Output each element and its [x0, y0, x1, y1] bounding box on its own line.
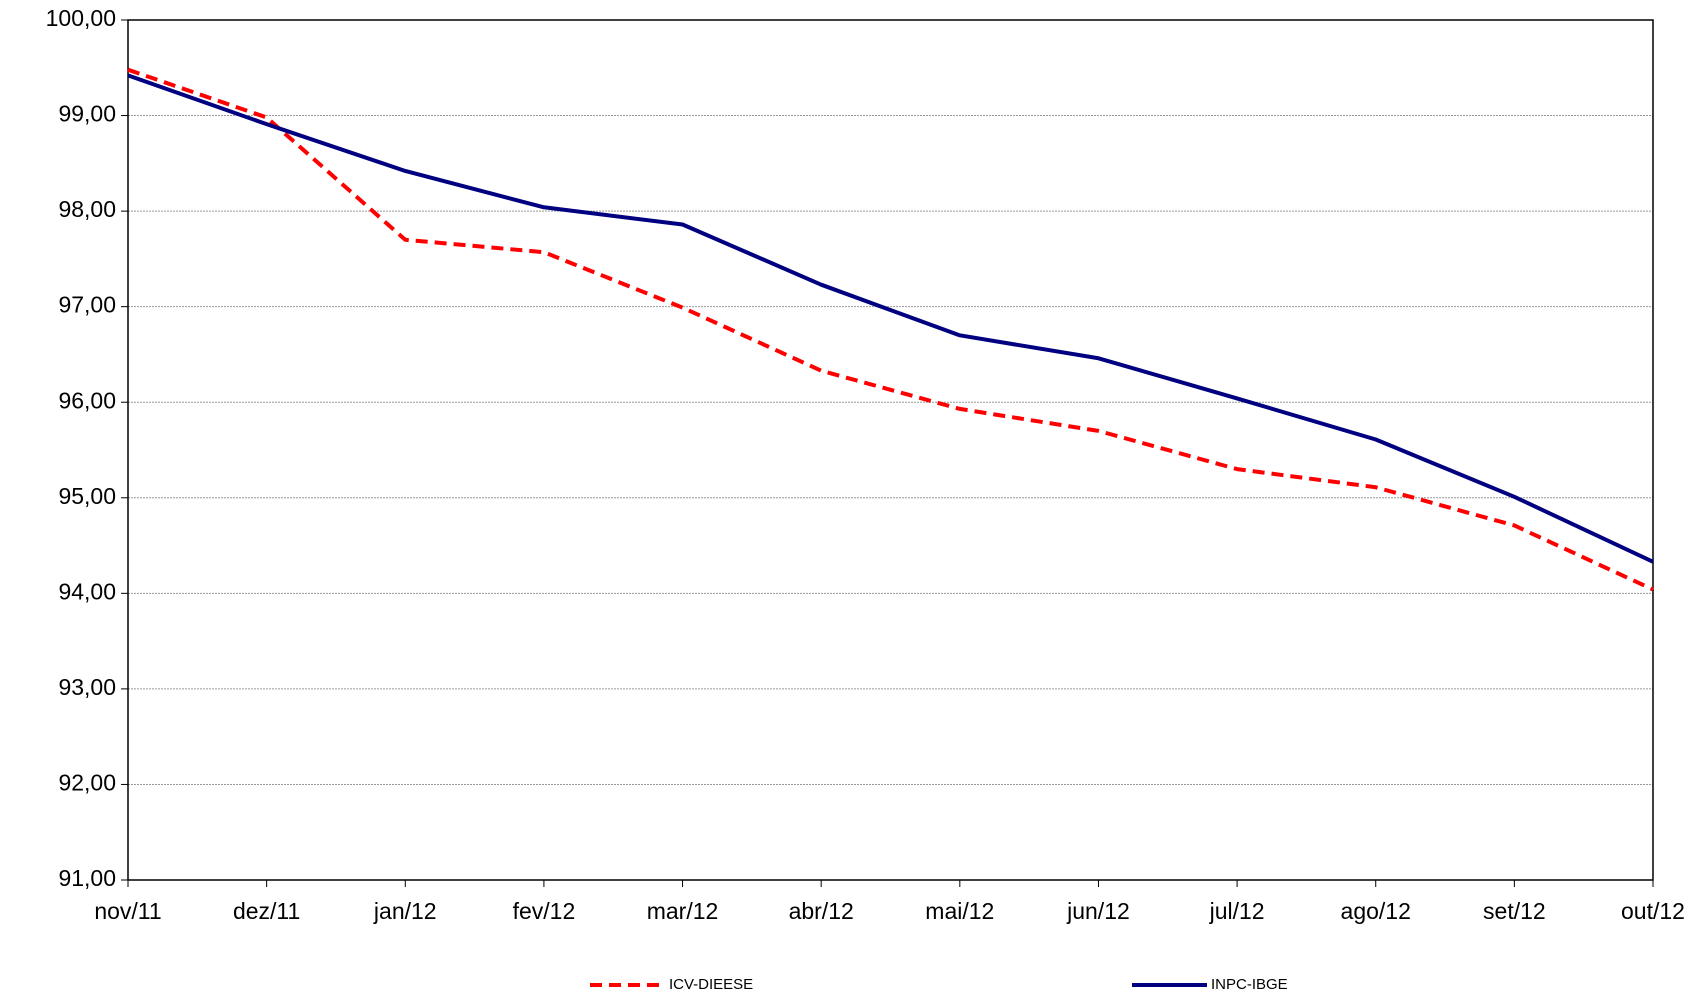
y-tick-label: 100,00 [46, 5, 116, 31]
y-tick-label: 95,00 [58, 483, 116, 509]
y-tick-label: 96,00 [58, 387, 116, 413]
y-tick-label: 94,00 [58, 578, 116, 604]
data-line [127, 73, 1654, 564]
y-tick-label: 97,00 [58, 292, 116, 318]
x-tick-label: out/12 [1621, 898, 1685, 924]
x-tick-label: mar/12 [647, 898, 719, 924]
y-tick-label: 92,00 [58, 770, 116, 796]
x-tick-label: jul/12 [1209, 898, 1265, 924]
x-tick-label: jun/12 [1066, 898, 1130, 924]
x-tick-label: jan/12 [373, 898, 437, 924]
plot-frame [127, 19, 1654, 881]
x-tick-label: set/12 [1483, 898, 1546, 924]
x-tick-label: ago/12 [1341, 898, 1411, 924]
x-tick-label: mai/12 [925, 898, 994, 924]
x-tick-label: fev/12 [513, 898, 576, 924]
y-tick-label: 99,00 [58, 101, 116, 127]
y-tick-label: 93,00 [58, 674, 116, 700]
y-tick-label: 91,00 [58, 865, 116, 891]
y-tick-label: 98,00 [58, 196, 116, 222]
legend-label: INPC-IBGE [1211, 976, 1288, 993]
x-tick-label: dez/11 [233, 898, 300, 924]
x-tick-label: abr/12 [789, 898, 854, 924]
x-tick-label: nov/11 [94, 898, 161, 924]
legend-label: ICV-DIEESE [669, 976, 753, 993]
data-line [127, 67, 1654, 592]
